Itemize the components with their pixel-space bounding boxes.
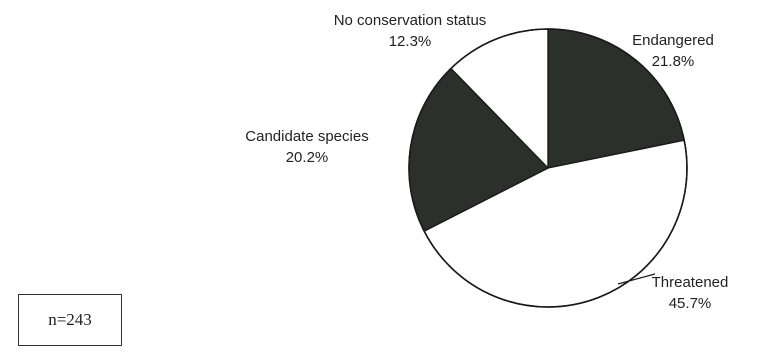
sample-size-box: n=243 [18, 294, 122, 346]
label-endangered: Endangered 21.8% [598, 30, 748, 72]
label-candidate-species: Candidate species 20.2% [222, 126, 392, 168]
label-endangered-name: Endangered [632, 32, 714, 49]
label-threatened-value: 45.7% [668, 295, 712, 312]
threatened-leader-line [617, 273, 656, 285]
pie-outline [408, 28, 688, 308]
label-candidate-species-value: 20.2% [285, 149, 329, 166]
label-threatened-name: Threatened [651, 274, 729, 291]
label-threatened: Threatened 45.7% [630, 272, 750, 314]
label-endangered-value: 21.8% [651, 53, 695, 70]
label-no-conservation-status-value: 12.3% [388, 33, 432, 50]
label-candidate-species-name: Candidate species [245, 128, 369, 145]
label-no-conservation-status-name: No conservation status [333, 12, 487, 29]
label-no-conservation-status: No conservation status 12.3% [300, 10, 520, 52]
